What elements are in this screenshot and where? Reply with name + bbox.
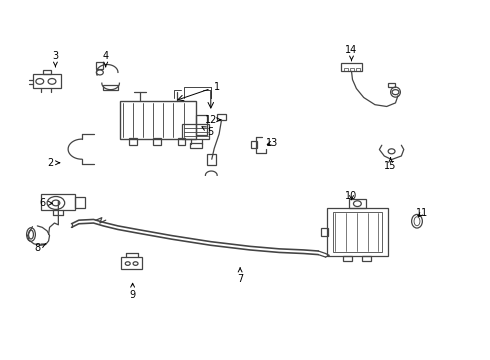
Bar (43, 70, 51, 74)
Bar (217, 114, 226, 120)
Bar (388, 83, 395, 87)
Bar (182, 124, 209, 139)
Bar (121, 101, 196, 139)
Bar (153, 138, 161, 145)
Bar (344, 68, 348, 71)
Bar (33, 74, 61, 88)
Bar (333, 212, 382, 252)
Bar (341, 63, 362, 71)
Text: 2: 2 (48, 158, 60, 168)
Bar (103, 85, 118, 90)
Text: 11: 11 (416, 208, 428, 218)
Text: 13: 13 (266, 138, 278, 148)
Text: 8: 8 (34, 243, 46, 253)
Text: 1: 1 (214, 82, 220, 92)
Bar (343, 256, 351, 261)
Text: 3: 3 (52, 51, 58, 67)
Text: 6: 6 (39, 198, 52, 208)
Bar (327, 208, 388, 256)
Text: 12: 12 (205, 115, 220, 125)
Bar (96, 62, 103, 69)
Text: 5: 5 (202, 127, 214, 136)
Bar (129, 138, 137, 145)
Bar (75, 197, 85, 208)
Text: 10: 10 (345, 191, 358, 201)
Bar (251, 140, 257, 148)
Bar (121, 257, 143, 269)
Bar (356, 68, 360, 71)
Text: 14: 14 (345, 45, 358, 61)
Bar (177, 138, 185, 145)
Bar (350, 68, 354, 71)
Text: 9: 9 (129, 283, 136, 301)
Bar (41, 194, 75, 210)
Bar (321, 228, 328, 236)
Bar (196, 116, 207, 135)
Bar (190, 143, 202, 148)
Text: 7: 7 (237, 268, 243, 284)
Bar (348, 199, 366, 208)
Bar (207, 154, 216, 165)
Bar (362, 256, 371, 261)
Text: 4: 4 (103, 51, 109, 67)
Text: 15: 15 (385, 158, 397, 171)
